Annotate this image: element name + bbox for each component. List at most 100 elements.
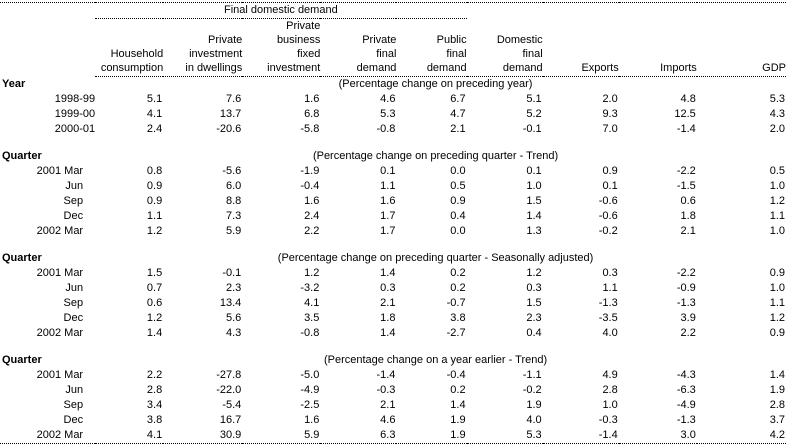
value-cell: -27.8 (216, 369, 242, 381)
value-cell: 0.5 (769, 165, 785, 177)
column-header-private-business-fixed-investment: Private business fixed investment (242, 18, 321, 77)
table-row: 2002 Mar 1.4 4.3 -0.8 1.4 -2.7 0.4 4.0 2.2 0.9 (0, 326, 786, 341)
table-row: 2002 Mar 1.2 5.9 2.2 1.7 0.0 1.3 -0.2 2.1 1.0 (0, 224, 786, 239)
value-cell: 4.9 (602, 369, 618, 381)
value-cell: -1.9 (300, 165, 320, 177)
value-cell: 2.0 (602, 93, 618, 105)
value-cell: -1.4 (376, 369, 396, 381)
value-cell: 5.1 (146, 93, 163, 105)
value-cell: 5.2 (526, 108, 542, 120)
span-header-spacer (467, 3, 786, 19)
value-cell: 5.9 (225, 225, 242, 237)
value-cell: 0.9 (146, 195, 163, 207)
value-cell: 2.1 (680, 225, 696, 237)
row-label: Sep (63, 399, 84, 411)
table-row: 2001 Mar 1.5 -0.1 1.2 1.4 0.2 1.2 0.3 -2.2 0.9 (0, 266, 786, 281)
row-label: 2001 Mar (36, 369, 84, 381)
value-cell: 2.3 (225, 282, 242, 294)
value-cell: 1.4 (380, 327, 396, 339)
value-cell: 6.0 (225, 180, 242, 192)
value-cell: 0.9 (146, 180, 163, 192)
value-cell: 3.8 (146, 414, 163, 426)
value-cell: -3.5 (598, 312, 618, 324)
row-label: 1998-99 (54, 93, 96, 105)
value-cell: 0.4 (526, 327, 542, 339)
value-cell: -1.3 (676, 414, 696, 426)
row-label: 2001 Mar (36, 165, 84, 177)
table-row: Jun 0.9 6.0 -0.4 1.1 0.5 1.0 0.1 -1.5 1.0 (0, 179, 786, 194)
table-row: 1998-99 5.1 7.6 1.6 4.6 6.7 5.1 2.0 4.8 5.3 (0, 92, 786, 107)
value-cell: 3.7 (769, 414, 785, 426)
value-cell: 2.8 (769, 399, 785, 411)
table-body: Year (Percentage change on preceding year… (0, 77, 786, 444)
value-cell: 3.4 (146, 399, 163, 411)
row-label: 2000-01 (54, 123, 96, 135)
value-cell: 2.2 (304, 225, 320, 237)
value-cell: -4.9 (676, 399, 696, 411)
value-cell: 1.3 (526, 225, 542, 237)
value-cell: 1.7 (380, 225, 396, 237)
table-header: Final domestic demand Household consumpt… (0, 2, 786, 77)
value-cell: 5.3 (380, 108, 396, 120)
section-header-row: Quarter (Percentage change on preceding q… (0, 239, 786, 266)
section-header-row: Quarter (Percentage change on a year earl… (0, 341, 786, 368)
value-cell: 0.2 (450, 267, 466, 279)
value-cell: 6.8 (304, 108, 320, 120)
row-label: Jun (65, 384, 84, 396)
value-cell: 1.1 (602, 282, 618, 294)
value-cell: -0.3 (376, 384, 396, 396)
row-label: 2002 Mar (36, 225, 84, 237)
value-cell: 1.2 (769, 312, 785, 324)
row-label: 1999-00 (54, 108, 96, 120)
value-cell: 1.2 (304, 267, 320, 279)
value-cell: 2.3 (526, 312, 542, 324)
column-header-imports: Imports (618, 18, 697, 77)
value-cell: 0.2 (450, 384, 466, 396)
value-cell: -1.5 (676, 180, 696, 192)
row-label: Jun (65, 282, 84, 294)
value-cell: 1.4 (380, 267, 396, 279)
value-cell: 4.8 (680, 93, 696, 105)
value-cell: -0.6 (598, 210, 618, 222)
value-cell: 2.1 (380, 399, 396, 411)
value-cell: 1.2 (146, 312, 163, 324)
value-cell: -5.6 (222, 165, 242, 177)
value-cell: 6.3 (380, 429, 396, 441)
row-label: Sep (63, 297, 84, 309)
value-cell: 3.9 (680, 312, 696, 324)
value-cell: 2.2 (680, 327, 696, 339)
table-row: Dec 3.8 16.7 1.6 4.6 1.9 4.0 -0.3 -1.3 3.7 (0, 413, 786, 428)
value-cell: 1.1 (769, 297, 785, 309)
table-row: Sep 3.4 -5.4 -2.5 2.1 1.4 1.9 1.0 -4.9 2.8 (0, 398, 786, 413)
value-cell: 2.1 (450, 123, 466, 135)
value-cell: -0.2 (598, 225, 618, 237)
corner-cell (0, 19, 95, 77)
table-row: 2000-01 2.4 -20.6 -5.8 -0.8 2.1 -0.1 7.0 -1.4 2.0 (0, 122, 786, 137)
value-cell: 4.0 (526, 414, 542, 426)
value-cell: -0.1 (522, 123, 542, 135)
value-cell: -20.6 (216, 123, 242, 135)
value-cell: 0.6 (146, 297, 163, 309)
section-header-row: Year (Percentage change on preceding year… (0, 77, 786, 93)
value-cell: -22.0 (216, 384, 242, 396)
value-cell: -2.2 (676, 267, 696, 279)
value-cell: 1.9 (450, 414, 466, 426)
value-cell: -2.2 (676, 165, 696, 177)
value-cell: -4.3 (676, 369, 696, 381)
value-cell: 1.6 (304, 414, 320, 426)
value-cell: 12.5 (674, 108, 696, 120)
value-cell: 0.8 (146, 165, 163, 177)
table-row: Jun 2.8 -22.0 -4.9 -0.3 0.2 -0.2 2.8 -6.3 1.9 (0, 383, 786, 398)
value-cell: 4.3 (225, 327, 242, 339)
value-cell: -5.4 (222, 399, 242, 411)
value-cell: -0.3 (598, 414, 618, 426)
value-cell: 0.3 (380, 282, 396, 294)
value-cell: -1.4 (598, 429, 618, 441)
value-cell: 1.5 (526, 195, 542, 207)
value-cell: 0.1 (602, 180, 618, 192)
row-label: 2001 Mar (36, 267, 84, 279)
table-row: Sep 0.6 13.4 4.1 2.1 -0.7 1.5 -1.3 -1.3 1.1 (0, 296, 786, 311)
value-cell: -0.4 (300, 180, 320, 192)
row-label: Dec (63, 414, 84, 426)
value-cell: 13.7 (219, 108, 242, 120)
